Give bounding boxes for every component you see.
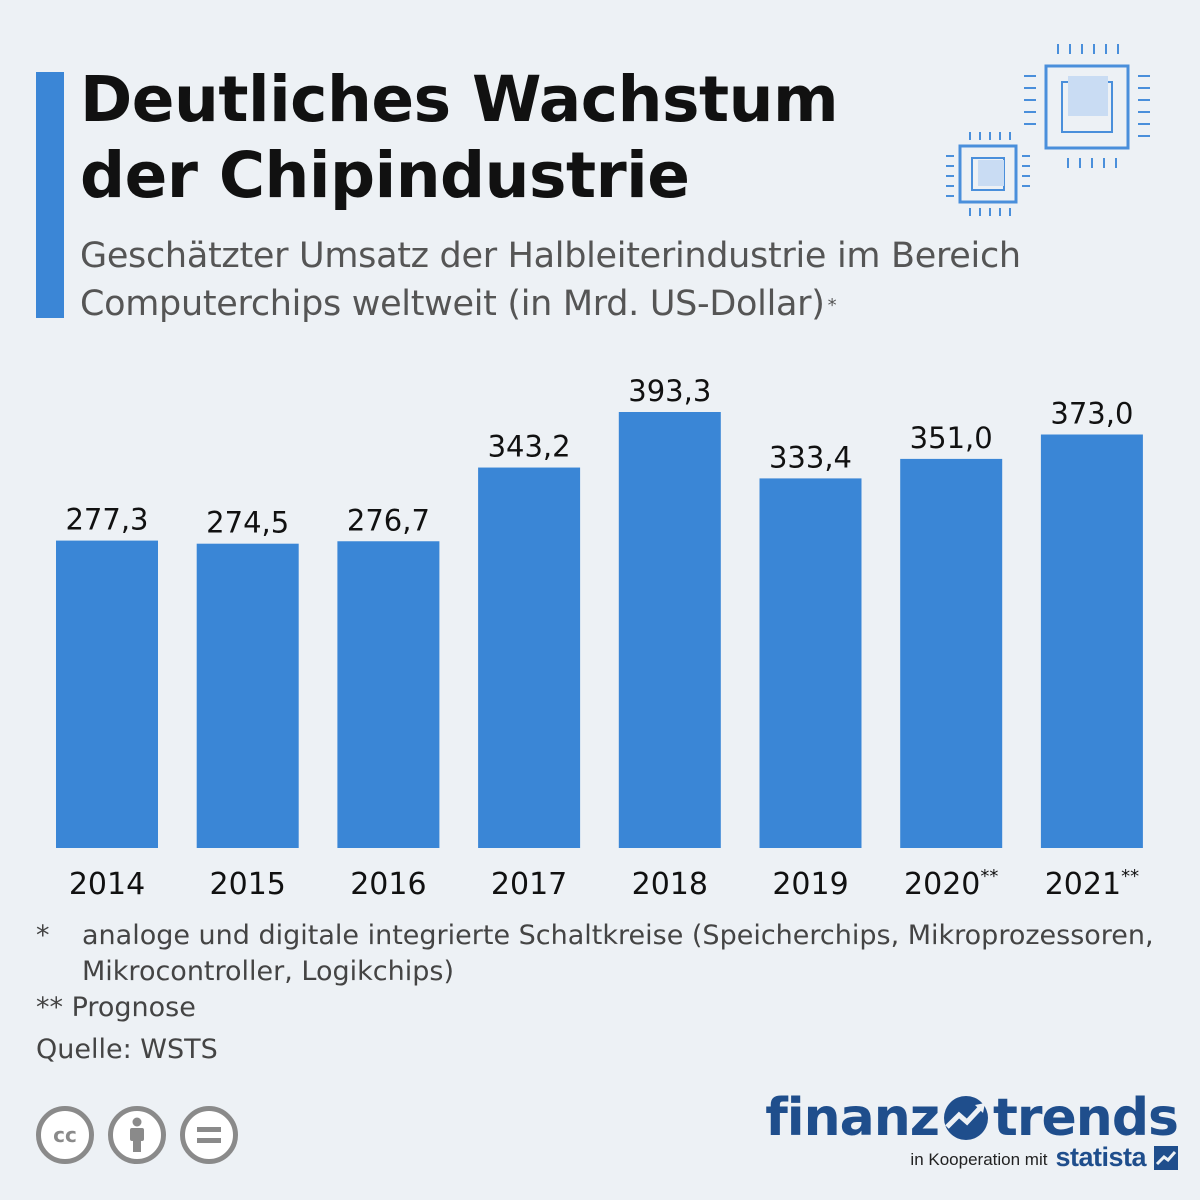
bar-2017 [478, 467, 581, 848]
footnotes: * analoge und digitale integrierte Schal… [36, 918, 1186, 1068]
svg-text:cc: cc [53, 1123, 77, 1147]
subtitle-line-2-wrap: Computerchips weltweit (in Mrd. US-Dolla… [80, 280, 1170, 328]
x-tick-2014: 2014 [69, 867, 145, 900]
bar-2021 [1040, 434, 1143, 848]
chart-title: Deutliches Wachstum der Chipindustrie [80, 62, 940, 214]
title-line-2: der Chipindustrie [80, 139, 690, 212]
source-text: Quelle: WSTS [36, 1034, 218, 1065]
x-tick-2018: 2018 [632, 867, 708, 900]
value-label-2020: 351,0 [910, 421, 993, 455]
footnote-1-mark: * [36, 920, 50, 951]
title-line-1: Deutliches Wachstum [80, 63, 839, 136]
bar-2015 [196, 543, 299, 848]
subtitle-line-1: Geschätzter Umsatz der Halbleiterindustr… [80, 236, 1021, 276]
value-label-2017: 343,2 [488, 430, 571, 464]
value-label-2014: 277,3 [65, 503, 148, 537]
footnote-1: * analoge und digitale integrierte Schal… [36, 918, 1186, 990]
subtitle-footnote-mark: * [827, 295, 837, 316]
brand-logo[interactable]: finanz trends in Kooperation mit statist… [765, 1088, 1179, 1173]
statista-wordmark: statista [1055, 1142, 1146, 1172]
subtitle-line-2: Computerchips weltweit (in Mrd. US-Dolla… [80, 284, 825, 324]
value-label-2016: 276,7 [347, 503, 430, 537]
x-tick-2020: 2020** [904, 866, 998, 900]
forecast-mark: ** [1121, 866, 1139, 887]
accent-bar [36, 72, 64, 318]
footnote-1-text: analoge und digitale integrierte Schaltk… [82, 920, 1154, 987]
value-label-2018: 393,3 [628, 374, 711, 408]
x-tick-2015: 2015 [210, 867, 286, 900]
bar-chart: 277,3 2014 274,5 2015 276,7 2016 343,2 2017 393,… [56, 374, 1143, 900]
bar-2016 [337, 541, 440, 848]
value-label-2021: 373,0 [1050, 397, 1133, 431]
bar-2018 [618, 412, 721, 848]
brand-wordmark: finanz trends [765, 1088, 1179, 1148]
bar-2020 [900, 458, 1003, 848]
creative-commons-icon[interactable]: cc [36, 1106, 94, 1164]
bar-2019 [759, 478, 862, 848]
attribution-person-icon[interactable] [108, 1106, 166, 1164]
forecast-mark: ** [980, 866, 998, 887]
cooperation-text: in Kooperation mit [910, 1150, 1048, 1169]
footnote-2: ** Prognose [36, 992, 196, 1023]
x-tick-2021: 2021** [1045, 866, 1139, 900]
no-derivatives-equals-icon[interactable] [180, 1106, 238, 1164]
chip-illustration-icon [940, 36, 1160, 230]
x-tick-2017: 2017 [491, 867, 567, 900]
value-label-2019: 333,4 [769, 440, 852, 474]
bar-2014 [56, 540, 158, 848]
chip-icon [946, 44, 1150, 216]
x-tick-2019: 2019 [772, 867, 848, 900]
brand-cooperation: in Kooperation mit statista [765, 1142, 1178, 1173]
brand-word-1: finanz [765, 1088, 940, 1148]
statista-logo-icon [1154, 1146, 1178, 1170]
brand-word-2: trends [993, 1088, 1179, 1148]
trend-globe-icon [944, 1096, 989, 1140]
value-label-2015: 274,5 [206, 506, 289, 540]
license-icons: cc [36, 1106, 238, 1164]
chart-subtitle: Geschätzter Umsatz der Halbleiterindustr… [80, 232, 1170, 328]
x-tick-2016: 2016 [350, 867, 426, 900]
